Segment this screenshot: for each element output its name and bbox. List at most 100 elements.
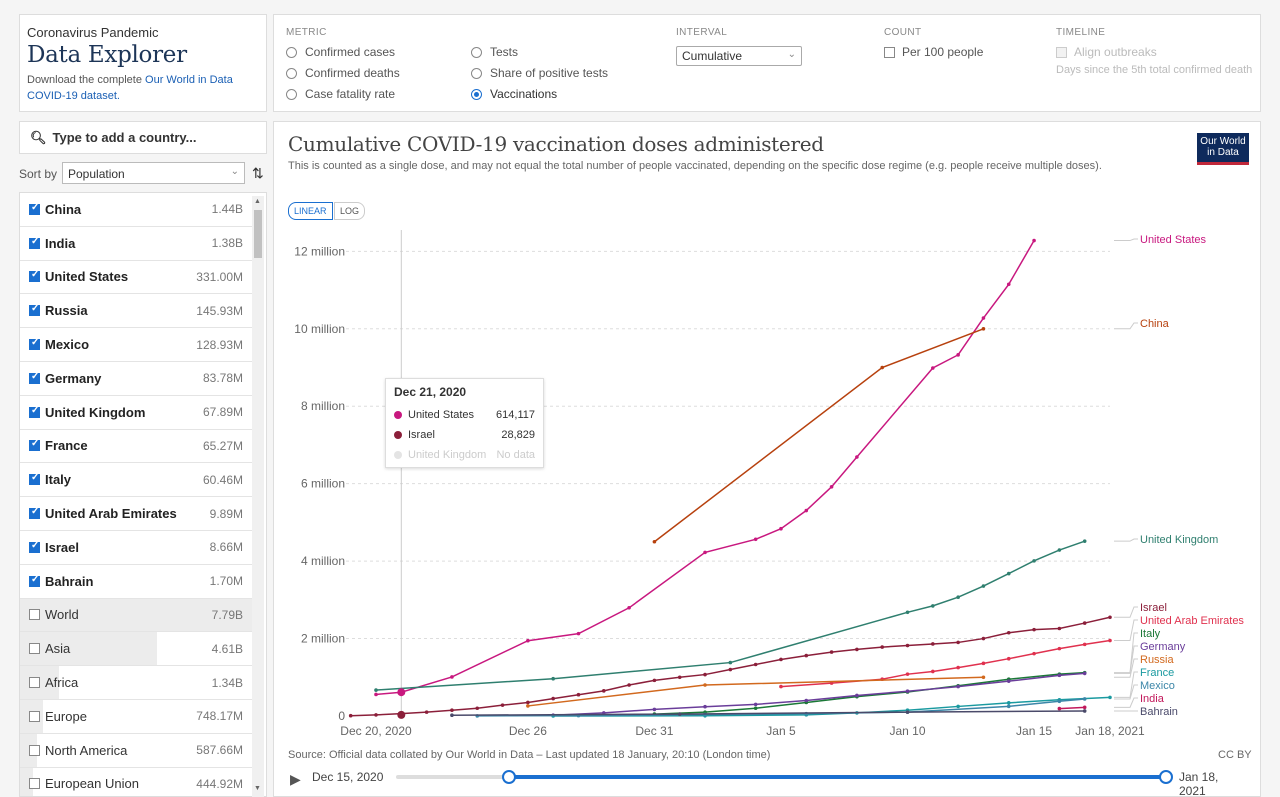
checkbox-checked-icon[interactable] — [29, 236, 40, 249]
label-connector — [1114, 619, 1138, 641]
data-point — [526, 704, 530, 708]
series-line — [1059, 706, 1085, 710]
country-row[interactable]: Germany 83.78M — [20, 362, 252, 396]
dataset-link[interactable]: Our World in Data COVID-19 dataset. — [27, 74, 233, 102]
timeline-start-handle[interactable] — [502, 770, 516, 784]
metric-heading: METRIC — [286, 27, 327, 38]
data-point — [1006, 656, 1011, 661]
data-point — [1057, 548, 1062, 552]
checkbox-checked-icon[interactable] — [29, 371, 40, 384]
data-point — [1057, 699, 1062, 704]
country-population: 587.66M — [196, 743, 243, 758]
series-dot-icon — [394, 411, 402, 419]
country-row[interactable]: World 7.79B — [20, 598, 252, 633]
align-option-label: Align outbreaks — [1074, 45, 1157, 59]
country-row[interactable]: India 1.38B — [20, 227, 252, 261]
data-point — [981, 675, 986, 680]
radio-icon — [286, 67, 297, 79]
checkbox-checked-icon[interactable] — [29, 337, 40, 351]
align-outbreaks-checkbox[interactable]: Align outbreaks — [1056, 45, 1157, 59]
country-row[interactable]: United Arab Emirates 9.89M — [20, 497, 252, 531]
license-link[interactable]: CC BY — [1218, 749, 1252, 761]
timeline-end-handle[interactable] — [1159, 770, 1173, 784]
checkbox-checked-icon[interactable] — [29, 472, 40, 486]
play-icon[interactable]: ▶ — [290, 771, 301, 787]
checkbox-checked-icon[interactable] — [29, 303, 40, 317]
metric-tests[interactable]: Tests — [471, 45, 518, 59]
checkbox-icon — [884, 46, 895, 58]
metric-label: Share of positive tests — [490, 66, 609, 80]
hover-point — [397, 688, 406, 697]
country-list-scrollbar[interactable]: ▲ ▼ — [252, 196, 264, 797]
checkbox-checked-icon[interactable] — [29, 506, 40, 520]
series-label: Italy — [1140, 628, 1161, 640]
sort-order-icon[interactable]: ⇅ — [252, 165, 264, 181]
metric-case-fatality-rate[interactable]: Case fatality rate — [286, 87, 395, 101]
timeline-track[interactable] — [396, 770, 1173, 784]
data-point — [981, 661, 986, 666]
label-connector — [1114, 684, 1138, 700]
data-point — [880, 645, 885, 649]
country-row[interactable]: France 65.27M — [20, 430, 252, 464]
checkbox-icon[interactable] — [29, 744, 40, 756]
checkbox-icon[interactable] — [29, 609, 40, 621]
data-point — [981, 584, 986, 588]
scroll-down-icon[interactable]: ▼ — [254, 785, 261, 792]
metric-confirmed-cases[interactable]: Confirmed cases — [286, 45, 395, 59]
metric-confirmed-deaths[interactable]: Confirmed deaths — [286, 66, 400, 80]
series-label: India — [1140, 693, 1165, 705]
x-tick-label: Jan 18, 2021 — [1075, 724, 1145, 738]
checkbox-checked-icon[interactable] — [29, 540, 40, 553]
interval-select[interactable]: Cumulative ⌄ — [676, 46, 802, 66]
data-point — [1006, 704, 1011, 709]
data-point — [779, 657, 783, 662]
country-row[interactable]: Israel 8.66M — [20, 531, 252, 565]
checkbox-checked-icon[interactable] — [29, 405, 40, 418]
population-bar — [20, 632, 157, 666]
log-scale-toggle[interactable]: LOG — [334, 202, 366, 220]
checkbox-checked-icon[interactable] — [29, 574, 40, 587]
country-row[interactable]: Bahrain 1.70M — [20, 565, 252, 599]
owid-logo[interactable]: Our World in Data — [1197, 133, 1249, 165]
checkbox-checked-icon[interactable] — [29, 202, 40, 215]
checkbox-icon[interactable] — [29, 677, 40, 689]
country-population: 60.46M — [202, 472, 243, 487]
data-point — [652, 678, 657, 683]
country-row[interactable]: Italy 60.46M — [20, 463, 252, 498]
country-row[interactable]: Asia 4.61B — [20, 632, 252, 667]
country-row[interactable]: Europe 748.17M — [20, 700, 252, 734]
checkbox-checked-icon[interactable] — [29, 269, 40, 283]
country-row[interactable]: Russia 145.93M — [20, 294, 252, 329]
interval-value: Cumulative — [682, 49, 743, 63]
country-row[interactable]: European Union 444.92M — [20, 767, 252, 796]
sort-select[interactable]: Population ⌄ — [62, 162, 245, 184]
line-chart[interactable]: 0 2 million 4 million 6 million 8 million 10 … — [274, 122, 1260, 762]
chevron-down-icon: ⌄ — [787, 49, 796, 60]
tooltip-row: Israel 28,829 — [394, 425, 535, 445]
data-point — [931, 604, 935, 608]
metric-label: Vaccinations — [490, 87, 558, 101]
data-point — [450, 713, 454, 718]
country-row[interactable]: North America 587.66M — [20, 733, 252, 768]
country-row[interactable]: China 1.44B — [20, 193, 252, 227]
linear-scale-toggle[interactable]: LINEAR — [288, 202, 333, 220]
country-row[interactable]: Africa 1.34B — [20, 666, 252, 700]
metric-share-positive-tests[interactable]: Share of positive tests — [471, 66, 608, 80]
metric-vaccinations[interactable]: Vaccinations — [471, 87, 557, 101]
checkbox-checked-icon[interactable] — [29, 438, 40, 452]
scroll-up-icon[interactable]: ▲ — [254, 198, 261, 205]
country-name: India — [45, 235, 76, 251]
per-100-people-checkbox[interactable]: Per 100 people — [884, 45, 983, 59]
scrollbar-thumb[interactable] — [254, 210, 262, 258]
country-row[interactable]: Mexico 128.93M — [20, 328, 252, 362]
label-connector — [1114, 658, 1138, 678]
country-row[interactable]: United States 331.00M — [20, 261, 252, 295]
checkbox-icon[interactable] — [29, 778, 40, 790]
checkbox-icon[interactable] — [29, 710, 40, 722]
country-search-input[interactable]: 🔍︎ Type to add a country... — [19, 121, 267, 154]
country-population: 67.89M — [202, 405, 243, 420]
checkbox-icon[interactable] — [29, 643, 40, 655]
radio-selected-icon — [471, 88, 482, 100]
country-row[interactable]: United Kingdom 67.89M — [20, 396, 252, 430]
data-point — [905, 672, 910, 676]
